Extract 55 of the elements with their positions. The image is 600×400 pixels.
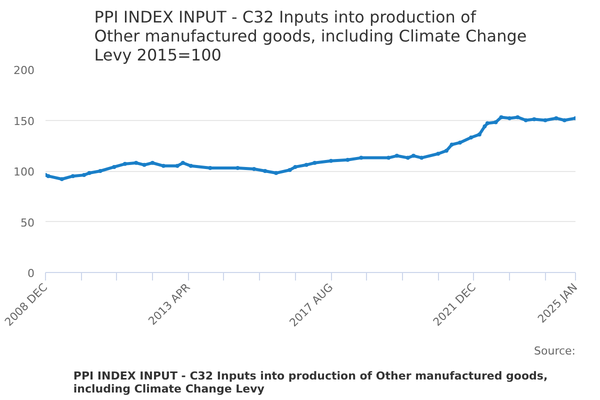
- y-tick-label: 200: [14, 64, 35, 77]
- point: [524, 118, 528, 122]
- point: [554, 116, 558, 120]
- source-note: Source:: [534, 344, 576, 358]
- point: [150, 160, 154, 165]
- point: [406, 156, 410, 160]
- point: [469, 136, 474, 140]
- y-tick-label: 150: [14, 114, 35, 128]
- point: [304, 162, 308, 167]
- point: [134, 160, 138, 165]
- point: [188, 164, 193, 168]
- point: [386, 156, 391, 160]
- point: [82, 173, 86, 178]
- point: [346, 158, 350, 162]
- point: [46, 174, 50, 178]
- point: [162, 164, 166, 168]
- point: [411, 154, 416, 158]
- point: [494, 120, 498, 124]
- point: [288, 168, 292, 172]
- point: [70, 174, 75, 178]
- point: [98, 169, 102, 173]
- point: [532, 117, 536, 122]
- y-tick-label: 100: [14, 166, 35, 178]
- point: [562, 118, 566, 122]
- point: [420, 156, 424, 160]
- point: [263, 169, 268, 173]
- chart-title: PPI INDEX INPUT - C32 Inputs into production of Other manufactured goods, including Climate Change Levy 2015=100: [94, 8, 527, 64]
- point: [252, 166, 256, 171]
- point: [236, 166, 240, 170]
- point: [458, 140, 462, 145]
- y-tick-label: 0: [28, 267, 34, 280]
- y-tick-label: 50: [20, 216, 35, 230]
- point: [394, 154, 399, 158]
- point: [112, 164, 116, 169]
- point: [274, 171, 278, 176]
- point: [516, 115, 520, 120]
- point: [208, 166, 212, 170]
- point: [293, 164, 298, 169]
- point: [485, 121, 490, 126]
- point: [444, 148, 448, 153]
- point: [175, 164, 180, 168]
- point: [499, 115, 504, 120]
- point: [180, 160, 185, 165]
- point: [122, 162, 127, 166]
- point: [450, 142, 454, 147]
- point: [482, 124, 487, 128]
- point: [142, 162, 146, 167]
- point: [87, 171, 92, 176]
- text: PPI INDEX INPUT - C32 Inputs into production of Other manufactured goods, including Climate Change Levy: [73, 370, 548, 396]
- point: [543, 118, 548, 122]
- point: [60, 177, 64, 182]
- point: [312, 160, 317, 165]
- point: [477, 132, 482, 136]
- point: [436, 152, 440, 156]
- point: [359, 156, 364, 160]
